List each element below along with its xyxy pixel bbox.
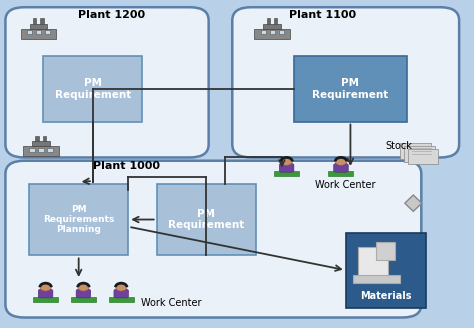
Text: Work Center: Work Center	[141, 298, 201, 308]
Text: PM
Requirement: PM Requirement	[312, 78, 389, 100]
Bar	[274, 18, 277, 24]
Bar	[255, 29, 291, 39]
Bar	[29, 24, 47, 29]
Text: Plant 1100: Plant 1100	[289, 10, 356, 20]
Bar	[270, 30, 275, 34]
Bar	[156, 184, 256, 256]
Circle shape	[116, 283, 127, 291]
Bar	[43, 136, 46, 141]
FancyBboxPatch shape	[232, 7, 459, 157]
Bar	[36, 30, 41, 34]
FancyBboxPatch shape	[114, 289, 128, 298]
Bar	[23, 146, 59, 156]
Text: PM
Requirement: PM Requirement	[168, 209, 245, 230]
FancyBboxPatch shape	[5, 161, 421, 318]
Bar	[294, 56, 407, 122]
Text: Stock: Stock	[386, 141, 413, 151]
Bar	[328, 172, 354, 176]
Circle shape	[40, 283, 51, 291]
FancyBboxPatch shape	[334, 164, 348, 172]
Polygon shape	[405, 195, 422, 211]
Bar	[20, 29, 56, 39]
Bar	[43, 56, 143, 122]
Bar	[71, 297, 96, 301]
Bar	[353, 275, 400, 283]
FancyBboxPatch shape	[38, 289, 53, 298]
Bar	[47, 148, 53, 152]
FancyBboxPatch shape	[76, 289, 91, 298]
Bar	[357, 247, 388, 277]
Bar	[346, 233, 426, 308]
Bar	[264, 24, 282, 29]
Bar	[36, 136, 39, 141]
Bar	[38, 148, 44, 152]
Bar	[408, 149, 438, 164]
Bar	[376, 242, 395, 260]
Bar	[109, 297, 134, 301]
FancyBboxPatch shape	[279, 164, 294, 172]
Bar	[267, 18, 270, 24]
Bar	[40, 18, 44, 24]
Bar	[400, 143, 431, 159]
FancyBboxPatch shape	[5, 7, 209, 157]
Text: PM
Requirements
Planning: PM Requirements Planning	[43, 205, 114, 235]
Text: Work Center: Work Center	[315, 180, 375, 190]
Bar	[274, 172, 299, 176]
Bar	[33, 18, 36, 24]
Circle shape	[78, 283, 89, 291]
Text: Materials: Materials	[360, 291, 411, 301]
Bar	[45, 30, 50, 34]
Bar	[33, 297, 58, 301]
Bar	[261, 30, 266, 34]
Circle shape	[335, 157, 346, 165]
Bar	[27, 30, 32, 34]
Bar	[404, 146, 435, 162]
Bar	[279, 30, 284, 34]
Bar	[32, 141, 50, 146]
Circle shape	[281, 157, 292, 165]
Bar	[29, 184, 128, 256]
Text: PM
Requirement: PM Requirement	[55, 78, 131, 100]
Text: Plant 1200: Plant 1200	[78, 10, 146, 20]
Bar	[29, 148, 35, 152]
Text: Plant 1000: Plant 1000	[93, 161, 160, 171]
